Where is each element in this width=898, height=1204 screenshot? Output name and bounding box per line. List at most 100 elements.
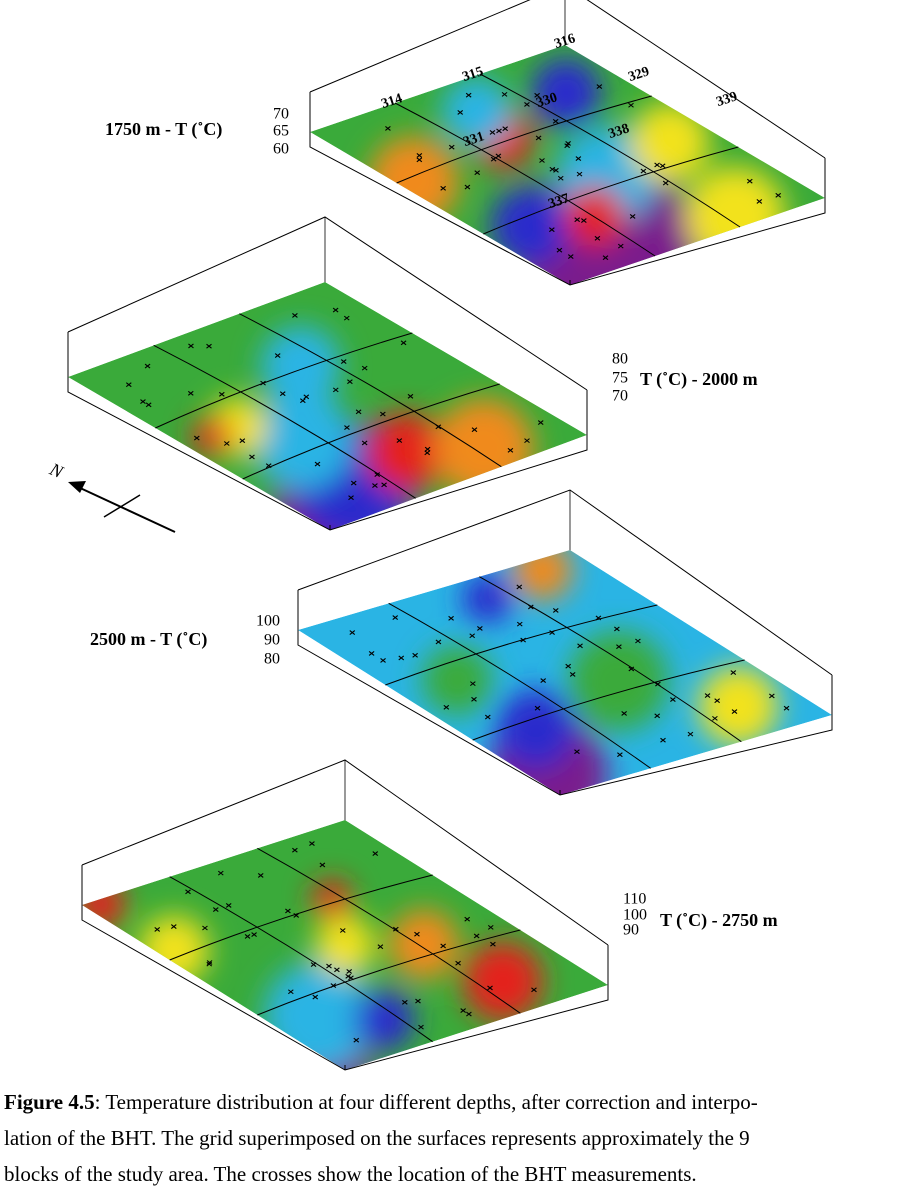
color-patch	[462, 941, 543, 1022]
bht-cross	[154, 927, 161, 932]
bht-cross	[349, 630, 356, 636]
bht-cross	[332, 307, 339, 313]
bht-cross	[596, 84, 603, 89]
bht-cross	[416, 157, 423, 163]
bht-cross	[140, 399, 146, 404]
bht-cross	[332, 387, 339, 393]
bht-cross	[385, 125, 391, 131]
bht-cross	[556, 247, 563, 253]
bht-cross	[293, 913, 300, 918]
bht-cross	[614, 626, 620, 632]
bht-cross	[575, 156, 582, 161]
bht-cross	[144, 363, 151, 369]
bht-cross	[398, 655, 405, 661]
bht-cross	[621, 711, 627, 716]
bht-cross	[687, 731, 694, 737]
bht-cross	[477, 625, 483, 631]
bht-cross	[662, 180, 669, 186]
caption-text: : Temperature distribution at four diffe…	[94, 1090, 758, 1114]
depth-label: 1750 m - T (˚C)	[105, 119, 222, 140]
bht-cross	[440, 943, 446, 949]
bht-cross	[185, 889, 191, 895]
depth-label: T (˚C) - 2750 m	[660, 910, 778, 931]
surface-panel: 2500 m - T (˚C) 100 90 80	[90, 489, 833, 796]
bht-cross	[495, 153, 502, 159]
bht-cross	[756, 199, 763, 204]
bht-cross	[471, 427, 478, 433]
depth-label: 2500 m - T (˚C)	[90, 629, 207, 650]
bht-cross	[343, 315, 350, 321]
bht-cross	[580, 218, 587, 224]
bht-cross	[350, 480, 357, 486]
bht-cross	[396, 438, 403, 443]
block-grid	[239, 313, 502, 468]
bht-cross	[487, 924, 494, 930]
bht-cross	[635, 638, 641, 644]
bht-cross	[260, 380, 266, 386]
color-patch	[354, 989, 415, 1050]
block-grid	[257, 847, 521, 1014]
bht-cross	[440, 185, 446, 191]
bht-cross	[217, 870, 224, 876]
axis-tick-label: 110	[623, 891, 646, 908]
caption-line: lation of the BHT. The grid superimposed…	[4, 1126, 750, 1150]
bht-cross	[455, 960, 461, 966]
bht-cross	[415, 998, 421, 1004]
bht-cross	[401, 999, 408, 1005]
bht-cross	[576, 171, 583, 177]
color-patch	[629, 102, 710, 183]
bht-cross	[714, 698, 720, 704]
bht-cross	[435, 424, 442, 430]
bht-cross	[595, 615, 602, 621]
block-grid	[472, 659, 745, 741]
color-patch	[490, 186, 571, 267]
block-grid	[153, 344, 416, 499]
bht-cross	[292, 847, 298, 853]
bht-cross	[783, 705, 790, 711]
bht-cross	[223, 441, 230, 446]
block-grid	[242, 383, 500, 480]
bht-cross	[775, 192, 782, 198]
bht-cross	[374, 472, 381, 478]
block-grid	[385, 604, 658, 686]
block-grid	[169, 876, 433, 1043]
bht-cross	[206, 960, 213, 965]
bht-cross	[660, 737, 666, 743]
bht-cross	[535, 135, 542, 141]
bht-cross	[469, 681, 476, 687]
color-patch	[82, 879, 126, 930]
bht-cross	[616, 644, 622, 650]
caption: Figure 4.5: Temperature distribution at …	[4, 1084, 894, 1192]
bht-cross	[484, 714, 491, 720]
bht-cross	[414, 931, 420, 937]
bht-cross	[540, 678, 547, 684]
block-number: 330	[535, 90, 560, 111]
bht-cross	[659, 163, 666, 169]
bht-cross	[292, 313, 298, 318]
block-number: 329	[627, 64, 652, 85]
color-patch	[495, 689, 576, 770]
axis-tick-label: 100	[623, 907, 647, 924]
block-grid	[479, 73, 741, 228]
bht-cross	[330, 983, 337, 989]
bht-cross	[339, 928, 346, 933]
block-number: 316	[553, 31, 578, 52]
bht-cross	[274, 353, 281, 359]
bht-cross	[355, 409, 362, 415]
bht-cross	[565, 663, 572, 669]
bht-cross	[746, 178, 753, 184]
bht-cross	[502, 126, 509, 132]
bht-cross	[617, 243, 624, 249]
axis-tick-label: 70	[273, 106, 289, 123]
color-patch	[366, 411, 447, 492]
bht-cross	[416, 153, 423, 158]
bht-cross	[361, 365, 368, 371]
bht-cross	[145, 402, 152, 408]
bht-cross	[490, 941, 496, 947]
axis-tick-label: 90	[264, 632, 280, 649]
caption-line: Figure 4.5: Temperature distribution at …	[4, 1084, 894, 1120]
bht-cross	[712, 715, 718, 721]
